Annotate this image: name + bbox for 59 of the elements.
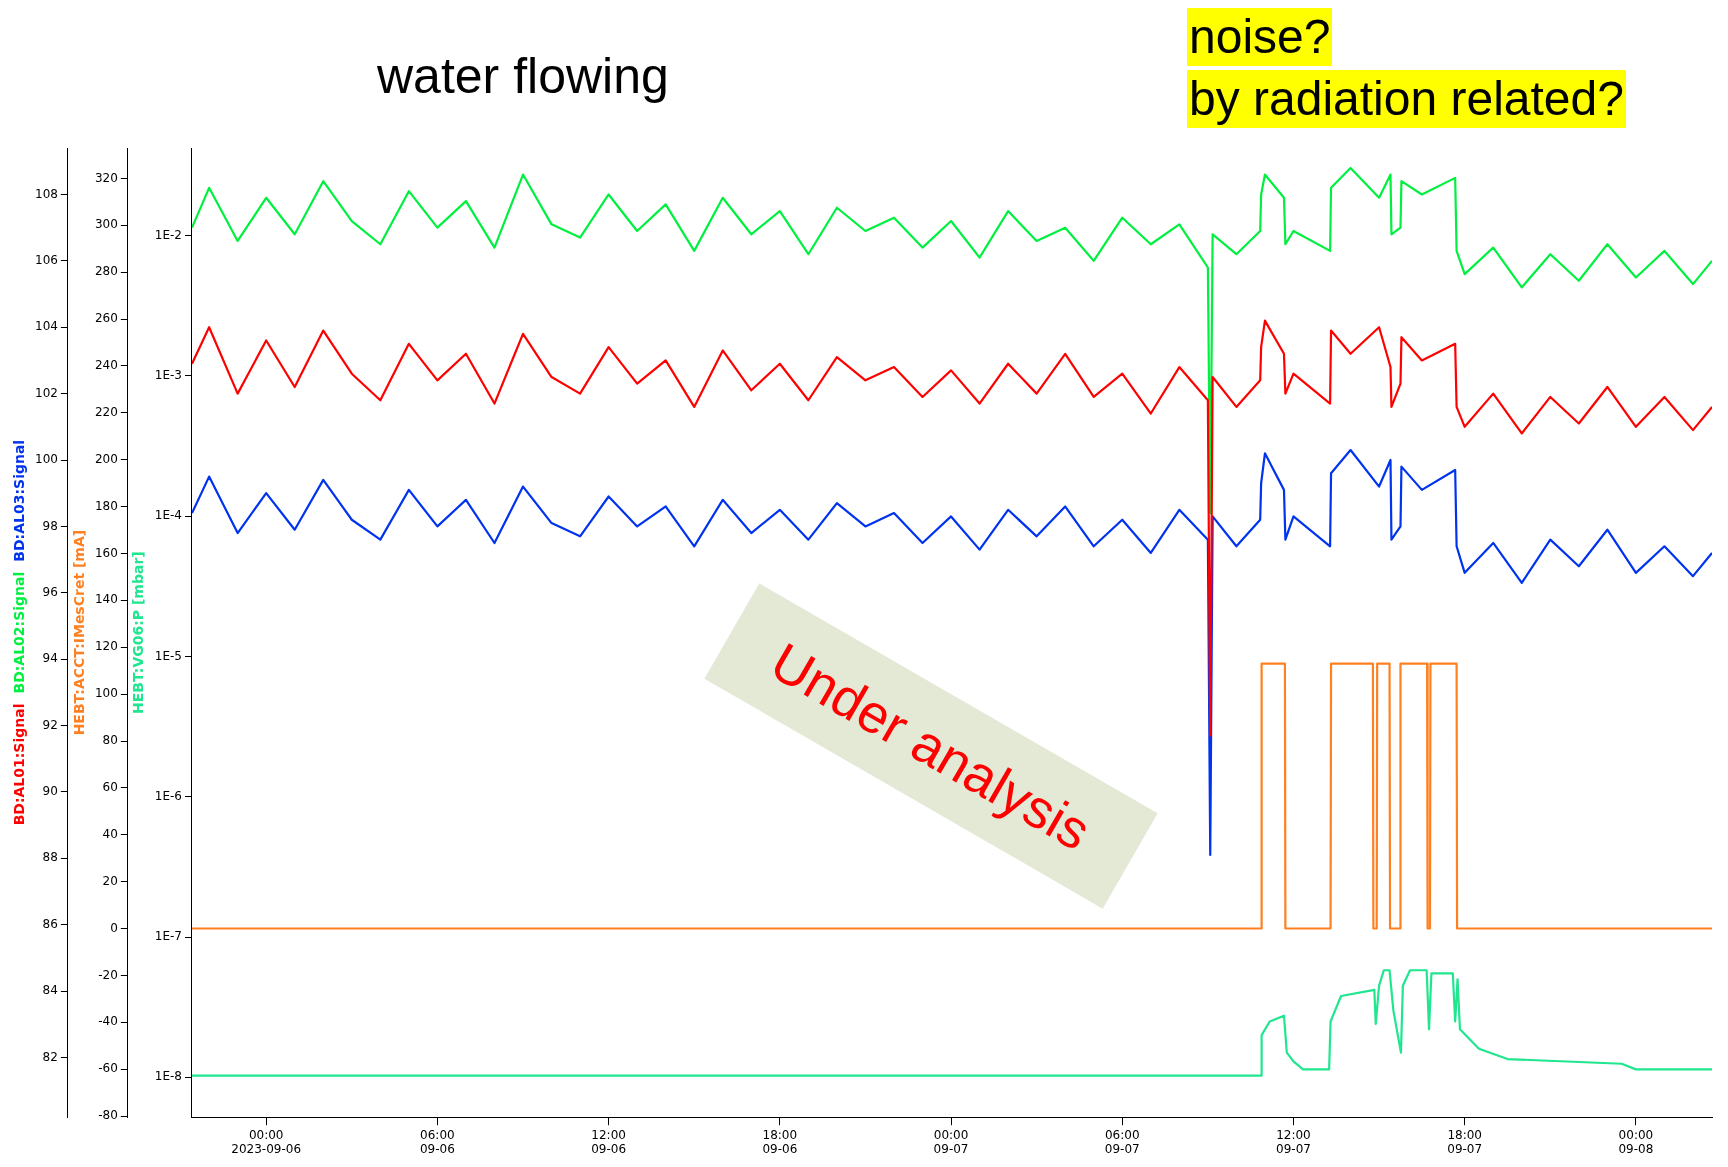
text: BD:AL02:Signal [10,571,27,694]
y-tick-label: 102 [35,385,58,400]
x-tick-label: 18:00 09-07 [1447,1127,1483,1156]
y-tick-label: 90 [42,784,58,799]
y2-tick-label: 80 [102,733,118,748]
y-tick-label: 104 [35,319,58,334]
y2-tick-label: 60 [102,780,118,795]
y3-tick-label: 1E-7 [154,929,182,944]
y2-tick-label: 120 [94,639,118,654]
y3-tick-label: 1E-4 [154,508,182,523]
y3-tick-label: 1E-5 [154,648,182,663]
x-tick-label: 12:00 09-06 [591,1127,627,1156]
y2-tick-label: 280 [94,264,118,279]
y2-tick-label: 40 [102,826,118,841]
y2-tick-label: 240 [94,358,118,373]
x-tick-label: 00:00 2023-09-06 [231,1127,302,1156]
y-tick-label: 94 [42,651,58,666]
y2-tick-label: 260 [94,311,118,326]
y2-tick-label: -60 [98,1061,118,1076]
y2-tick-label: 180 [94,498,118,513]
x-tick-label: 06:00 09-06 [419,1127,455,1156]
x-tick-label: 06:00 09-07 [1104,1127,1140,1156]
y3-tick-label: 1E-8 [154,1069,182,1084]
text: BD:AL01:Signal [10,703,27,826]
y2-tick-label: -40 [98,1014,118,1029]
text: water flowing [376,47,670,106]
y2-tick-label: -80 [98,1108,118,1123]
text: noise? [1187,8,1333,66]
x-tick-label: 00:00 09-07 [933,1127,969,1156]
text: HEBT:ACCT:IMesCret [mA] [70,529,87,736]
x-tick-label: 18:00 09-06 [762,1127,798,1156]
y3-tick-label: 1E-6 [154,788,182,803]
text: by radiation related? [1187,70,1626,128]
y2-tick-label: 200 [94,451,118,466]
x-tick-label: 12:00 09-07 [1276,1127,1311,1156]
y-tick-label: 108 [35,186,58,201]
y2-tick-label: 220 [94,404,118,419]
y2-tick-label: 320 [94,170,118,185]
y2-tick-label: 140 [94,592,118,607]
y-tick-label: 96 [42,584,58,599]
text: HEBT:VG06:P [mbar] [130,551,147,714]
y-tick-label: 86 [42,916,58,931]
y3-tick-label: 1E-3 [154,367,182,382]
y-tick-label: 100 [35,452,58,467]
y-tick-label: 98 [42,518,58,533]
text: BD:AL03:Signal [10,439,27,562]
x-tick-label: 00:00 09-08 [1618,1127,1654,1156]
y2-tick-label: 300 [94,217,118,232]
y2-tick-label: 20 [102,873,118,888]
y2-tick-label: -20 [98,967,118,982]
y2-tick-label: 0 [110,920,118,935]
y2-tick-label: 160 [94,545,118,560]
y-tick-label: 82 [42,1049,58,1064]
y2-tick-label: 100 [94,686,118,701]
y-tick-label: 92 [42,717,58,732]
y-tick-label: 84 [42,983,58,998]
y-tick-label: 88 [42,850,58,865]
y-tick-label: 106 [35,252,58,267]
y3-tick-label: 1E-2 [154,227,182,242]
